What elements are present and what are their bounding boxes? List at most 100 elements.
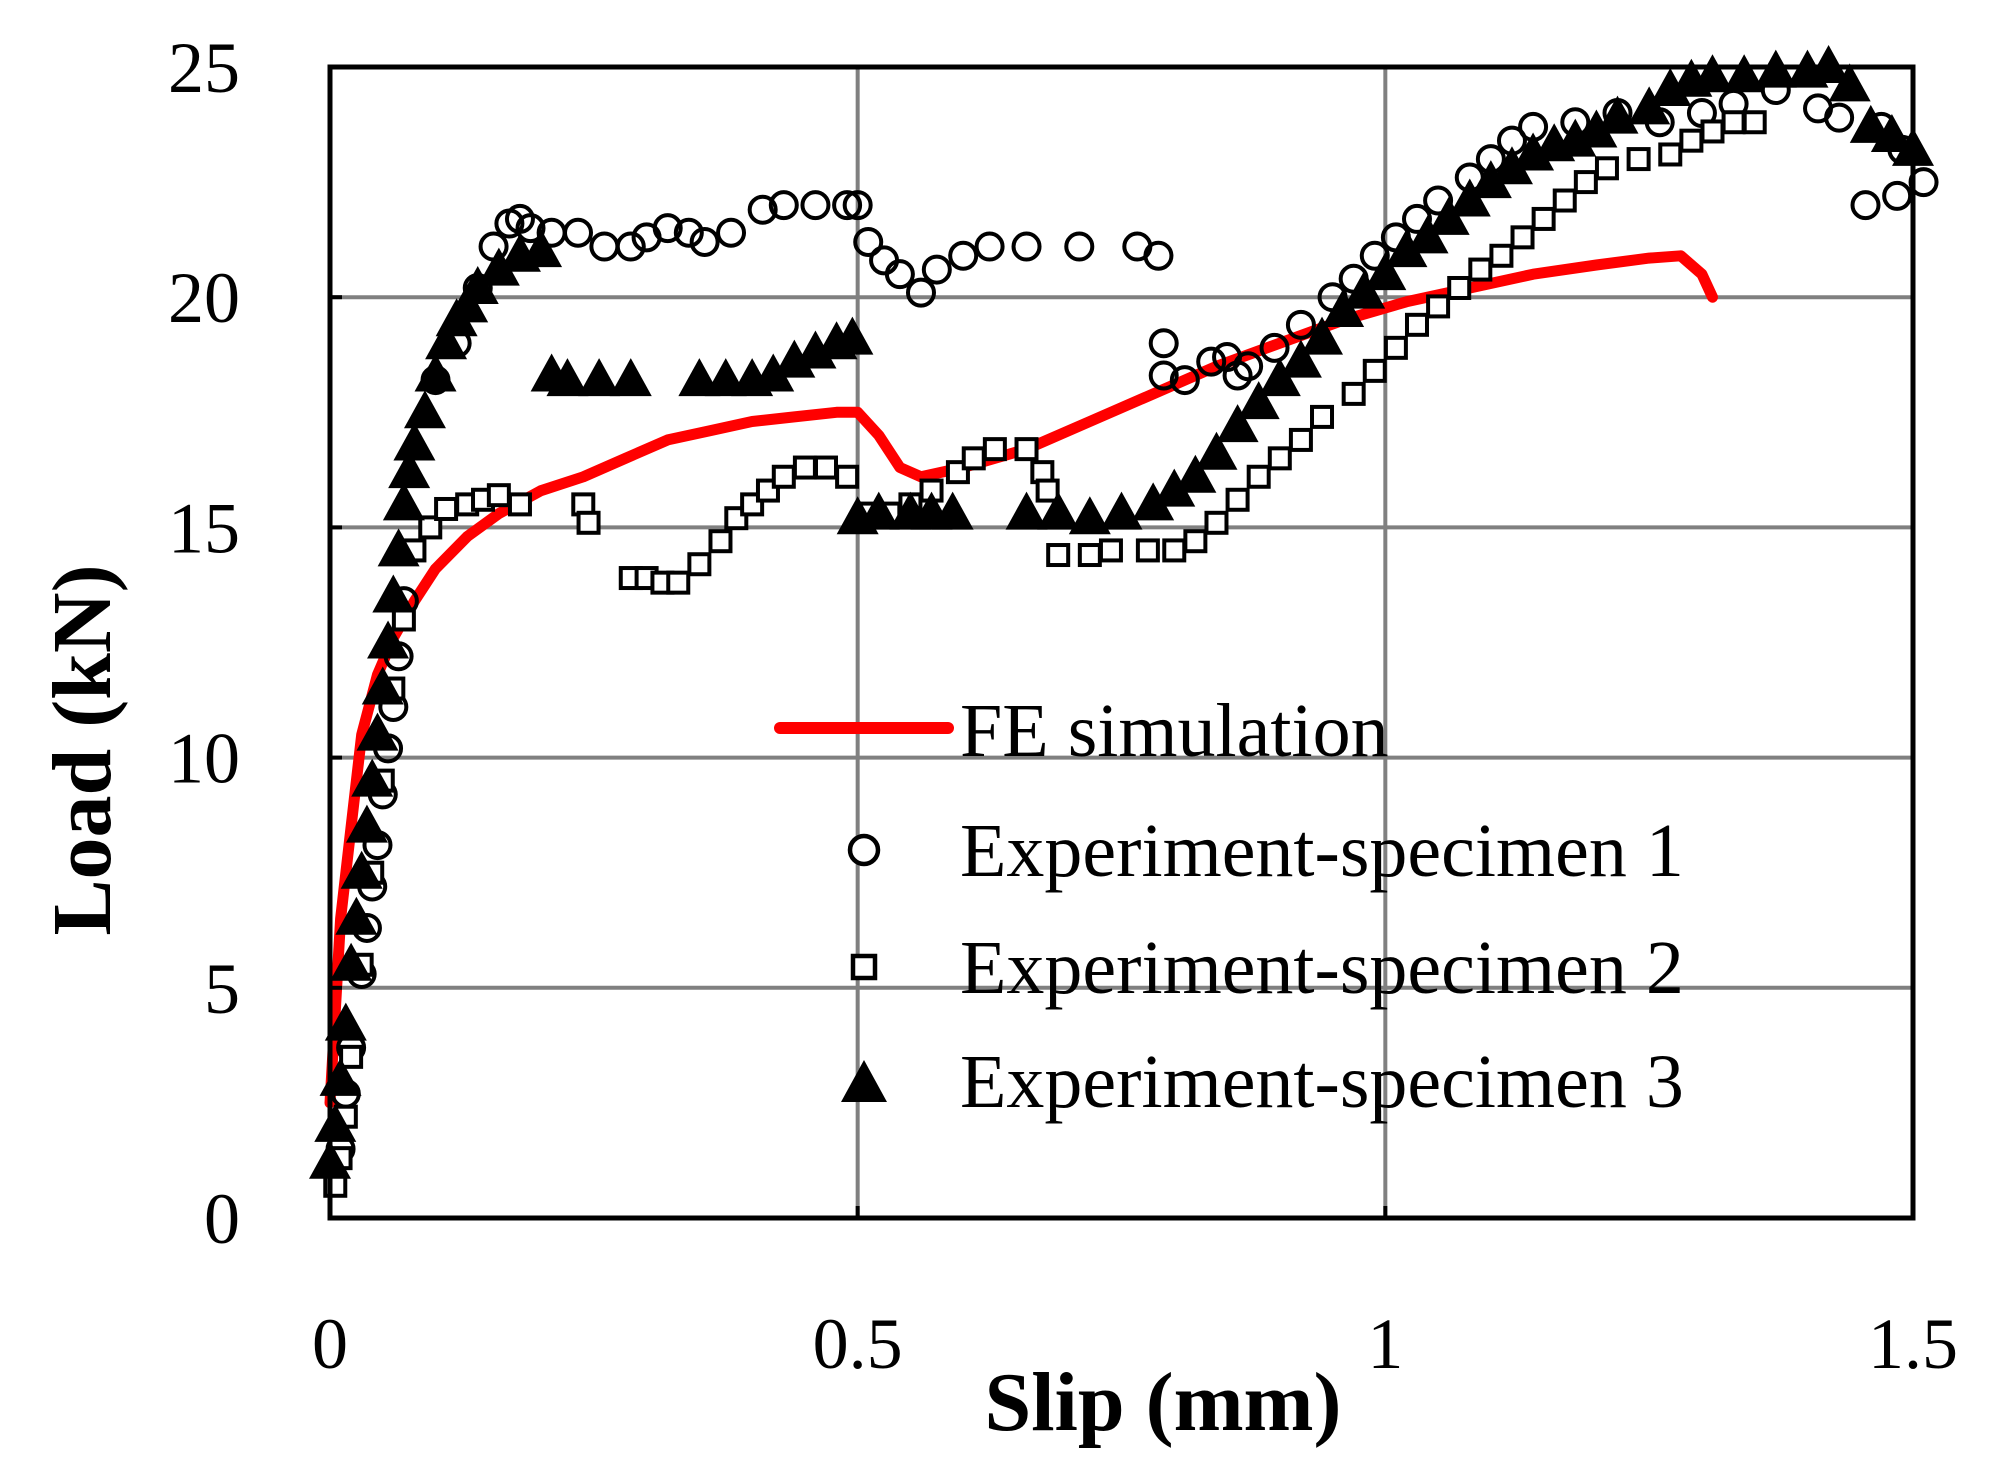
specimen-3-point [477,247,520,286]
specimen-3-point [1195,431,1238,470]
legend-label-fe-simulation: FE simulation [960,689,1389,773]
specimen-1-point [673,217,704,248]
specimen-1-point [1882,180,1913,211]
specimen-3-point [403,390,446,429]
legend-swatch-specimen-2 [850,953,878,981]
specimen-1-point [869,245,900,276]
specimen-3-point [1174,454,1217,493]
specimen-2-point [1404,312,1429,337]
specimen-1-point [1824,102,1855,133]
specimen-3-point [931,491,974,530]
specimen-2-point [1310,404,1335,429]
specimen-1-point [948,240,979,271]
specimen-1-point [1011,231,1042,262]
specimen-2-point [1658,142,1683,167]
specimen-3-point [1427,196,1470,235]
specimen-2-point [486,483,511,508]
specimen-3-point [1005,491,1048,530]
specimen-2-point [1288,427,1313,452]
specimen-1-point [1148,328,1179,359]
specimen-2-point [1098,538,1123,563]
specimen-1-point [800,190,831,221]
specimen-2-point [1225,487,1250,512]
specimen-2-point [708,529,733,554]
specimen-1-point [832,190,863,221]
specimen-3-point [314,1103,357,1142]
specimen-3-point [1132,482,1175,521]
specimen-2-point [1594,156,1619,181]
specimen-2-point [1383,335,1408,360]
specimen-1-point [1169,365,1200,396]
specimen-2-point [961,446,986,471]
specimen-2-point [339,1044,364,1069]
specimen-1-point [1259,332,1290,363]
specimen-2-point [1204,510,1229,535]
specimen-2-point [1035,478,1060,503]
specimen-3-point [414,353,457,392]
specimen-3-point [1364,252,1407,291]
specimen-3-point [1723,54,1766,93]
legend-label-specimen-2: Experiment-specimen 2 [960,926,1684,1010]
specimen-3-point [1322,289,1365,328]
specimen-3-point [1870,114,1913,153]
specimen-1-point [716,217,747,248]
specimen-2-point [1510,225,1535,250]
specimen-2-point [1362,358,1387,383]
specimen-1-point [1233,351,1264,382]
specimen-2-point [771,464,796,489]
x-tick-label: 0.5 [813,1304,903,1384]
x-axis-title: Slip (mm) [985,1356,1342,1449]
specimen-3-point [609,358,652,397]
plot-frame [327,64,1916,1221]
specimen-3-point [340,850,383,889]
specimen-2-point [1077,543,1102,568]
specimen-1-point [1850,190,1881,221]
y-tick-label: 5 [204,949,240,1029]
specimen-2-point [1046,543,1071,568]
specimen-3-point [1343,270,1386,309]
specimen-3-point [361,666,404,705]
specimen-3-point [1575,109,1618,148]
specimen-2-point [1626,147,1651,172]
specimen-3-point [578,358,621,397]
specimen-1-point [589,231,620,262]
specimen-3-point [1385,229,1428,268]
specimen-3-point [372,574,415,613]
specimen-2-point [835,464,860,489]
y-tick-label: 25 [168,28,240,108]
specimen-3-point [335,896,378,935]
specimen-3-point [1807,45,1850,83]
specimen-3-point [704,358,747,397]
specimen-3-point [393,422,436,461]
specimen-1-point [689,226,720,257]
specimen-1-point [1143,240,1174,271]
specimen-3-point [324,1002,367,1041]
legend-swatch-specimen-3 [841,1060,887,1102]
specimen-3-point [1828,63,1871,102]
specimen-3-point [1628,86,1671,125]
specimen-2-point [418,515,443,540]
specimen-3-point [546,358,589,397]
specimen-3-point [678,358,721,397]
specimen-2-point [1721,110,1746,135]
specimen-3-point [831,316,874,355]
specimen-1-point [1148,360,1179,391]
specimen-2-point [391,607,416,632]
specimen-1-point [853,226,884,257]
specimen-2-point [1573,170,1598,195]
specimen-2-point [1742,110,1767,135]
series-specimen-3 [309,45,1934,1179]
y-tick-label: 0 [204,1179,240,1259]
specimen-2-point [1679,128,1704,153]
specimen-3-point [351,758,394,797]
specimen-1-point [515,213,546,244]
specimen-2-point [507,492,532,517]
specimen-1-point [1401,203,1432,234]
specimen-2-point [1183,529,1208,554]
specimen-3-point [1448,178,1491,217]
specimen-2-point [666,570,691,595]
specimen-3-point [1279,339,1322,378]
specimen-1-point [974,231,1005,262]
x-tick-label: 1.5 [1868,1304,1958,1384]
specimen-2-point [792,455,817,480]
